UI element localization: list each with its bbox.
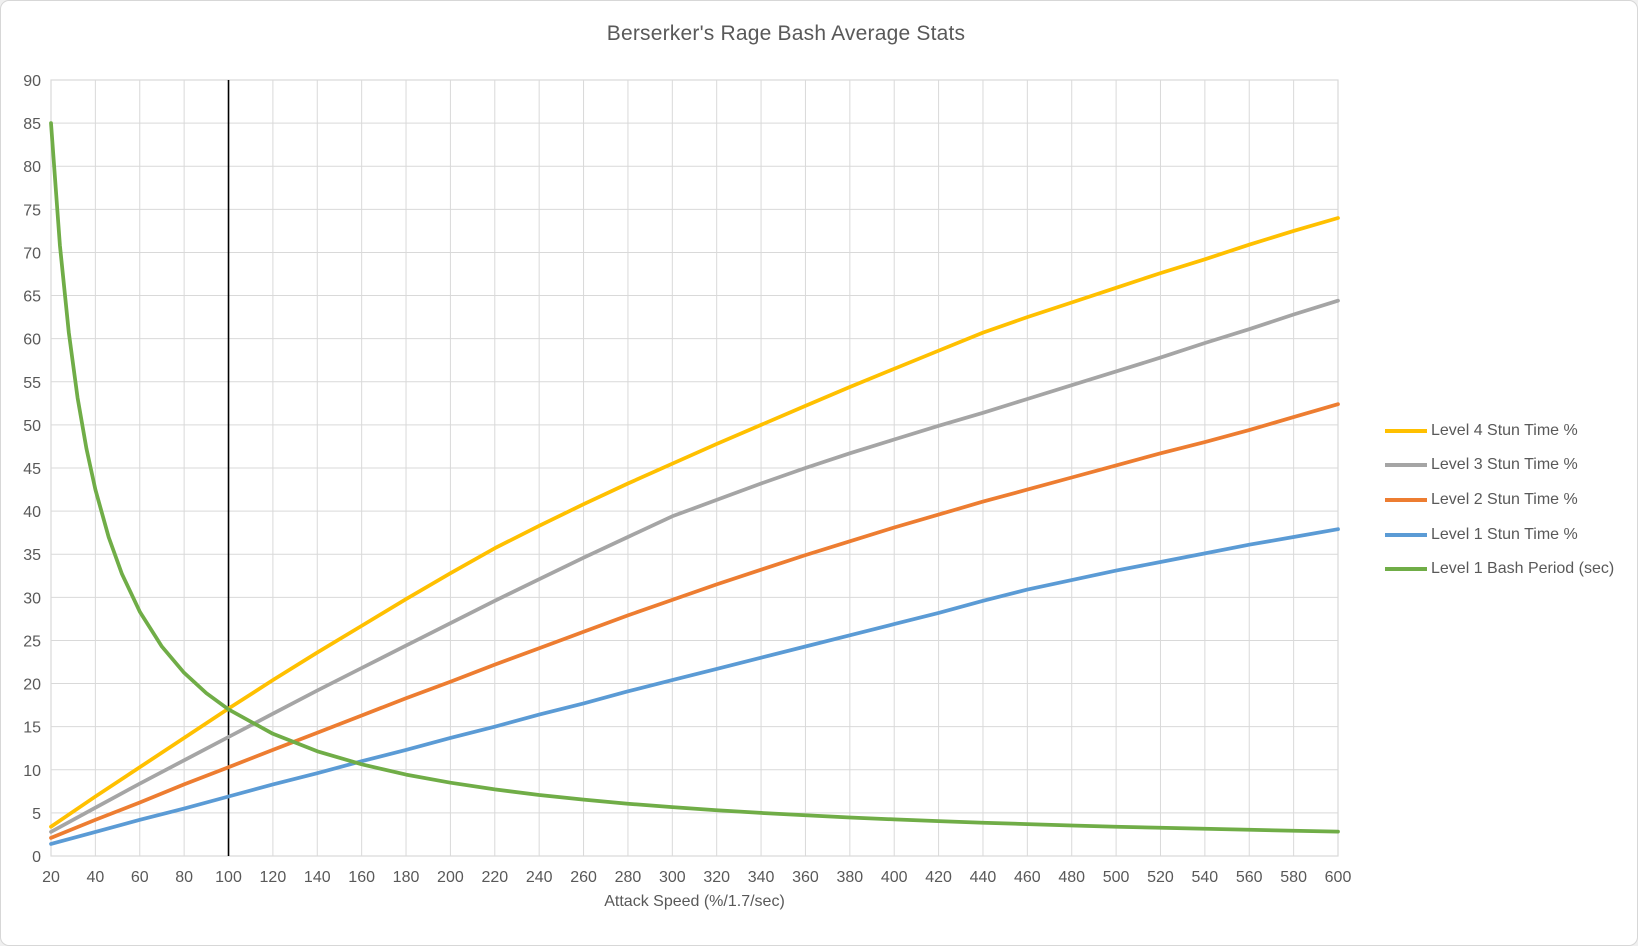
x-tick-label: 540 <box>1192 869 1219 886</box>
y-tick-label: 30 <box>23 590 41 607</box>
x-tick-label: 440 <box>970 869 997 886</box>
series-line-level-4-stun-time- <box>49 216 1340 829</box>
x-tick-label: 60 <box>131 869 149 886</box>
x-tick-label: 220 <box>481 869 508 886</box>
x-tick-label: 20 <box>42 869 60 886</box>
x-tick-label: 300 <box>659 869 686 886</box>
x-tick-label: 120 <box>260 869 287 886</box>
series-line-level-3-stun-time- <box>49 298 1340 834</box>
legend-label: Level 3 Stun Time % <box>1431 456 1578 474</box>
x-axis-title: Attack Speed (%/1.7/sec) <box>604 893 785 910</box>
x-tick-label: 360 <box>792 869 819 886</box>
y-tick-label: 20 <box>23 677 41 694</box>
y-tick-label: 5 <box>32 806 41 823</box>
x-tick-label: 260 <box>570 869 597 886</box>
x-tick-label: 160 <box>348 869 375 886</box>
y-tick-label: 55 <box>23 375 41 392</box>
y-tick-label: 10 <box>23 763 41 780</box>
legend-item-level-1-bash-period-sec-[interactable]: Level 1 Bash Period (sec) <box>1385 559 1614 579</box>
legend-item-level-3-stun-time-[interactable]: Level 3 Stun Time % <box>1385 455 1578 475</box>
x-tick-label: 560 <box>1236 869 1263 886</box>
x-tick-label: 100 <box>215 869 242 886</box>
y-tick-label: 45 <box>23 461 41 478</box>
y-tick-label: 60 <box>23 332 41 349</box>
series-line-level-1-bash-period-sec- <box>49 121 1340 834</box>
x-tick-label: 340 <box>748 869 775 886</box>
legend-item-level-1-stun-time-[interactable]: Level 1 Stun Time % <box>1385 525 1578 545</box>
legend-label: Level 1 Stun Time % <box>1431 525 1578 543</box>
x-tick-label: 400 <box>881 869 908 886</box>
x-tick-label: 40 <box>86 869 104 886</box>
series-line-level-1-stun-time- <box>49 527 1340 846</box>
x-tick-label: 580 <box>1280 869 1307 886</box>
legend-swatch <box>1385 567 1427 572</box>
y-tick-label: 15 <box>23 720 41 737</box>
legend-item-level-4-stun-time-[interactable]: Level 4 Stun Time % <box>1385 421 1578 441</box>
legend-swatch <box>1385 428 1427 433</box>
series-line-level-2-stun-time- <box>49 402 1340 840</box>
legend-label: Level 4 Stun Time % <box>1431 421 1578 439</box>
y-tick-label: 85 <box>23 116 41 133</box>
x-tick-label: 500 <box>1103 869 1130 886</box>
y-tick-label: 70 <box>23 245 41 262</box>
x-tick-label: 420 <box>925 869 952 886</box>
x-tick-label: 140 <box>304 869 331 886</box>
y-tick-label: 80 <box>23 159 41 176</box>
legend-label: Level 2 Stun Time % <box>1431 490 1578 508</box>
y-tick-label: 75 <box>23 202 41 219</box>
x-tick-label: 180 <box>393 869 420 886</box>
y-tick-label: 40 <box>23 504 41 521</box>
x-tick-label: 200 <box>437 869 464 886</box>
x-tick-label: 320 <box>703 869 730 886</box>
y-tick-label: 90 <box>23 73 41 90</box>
chart-title: Berserker's Rage Bash Average Stats <box>606 22 966 45</box>
y-tick-label: 50 <box>23 418 41 435</box>
x-tick-label: 480 <box>1058 869 1085 886</box>
legend-swatch <box>1385 532 1427 537</box>
plot-border <box>50 79 1339 857</box>
x-tick-label: 520 <box>1147 869 1174 886</box>
x-tick-label: 240 <box>526 869 553 886</box>
x-tick-label: 460 <box>1014 869 1041 886</box>
y-tick-label: 25 <box>23 633 41 650</box>
x-tick-label: 80 <box>175 869 193 886</box>
x-tick-label: 600 <box>1325 869 1352 886</box>
legend-swatch <box>1385 463 1427 468</box>
x-tick-label: 280 <box>615 869 642 886</box>
legend-item-level-2-stun-time-[interactable]: Level 2 Stun Time % <box>1385 490 1578 510</box>
y-tick-label: 65 <box>23 289 41 306</box>
y-tick-label: 0 <box>32 849 41 866</box>
legend-swatch <box>1385 497 1427 502</box>
legend-label: Level 1 Bash Period (sec) <box>1431 560 1615 578</box>
x-tick-label: 380 <box>836 869 863 886</box>
y-tick-label: 35 <box>23 547 41 564</box>
